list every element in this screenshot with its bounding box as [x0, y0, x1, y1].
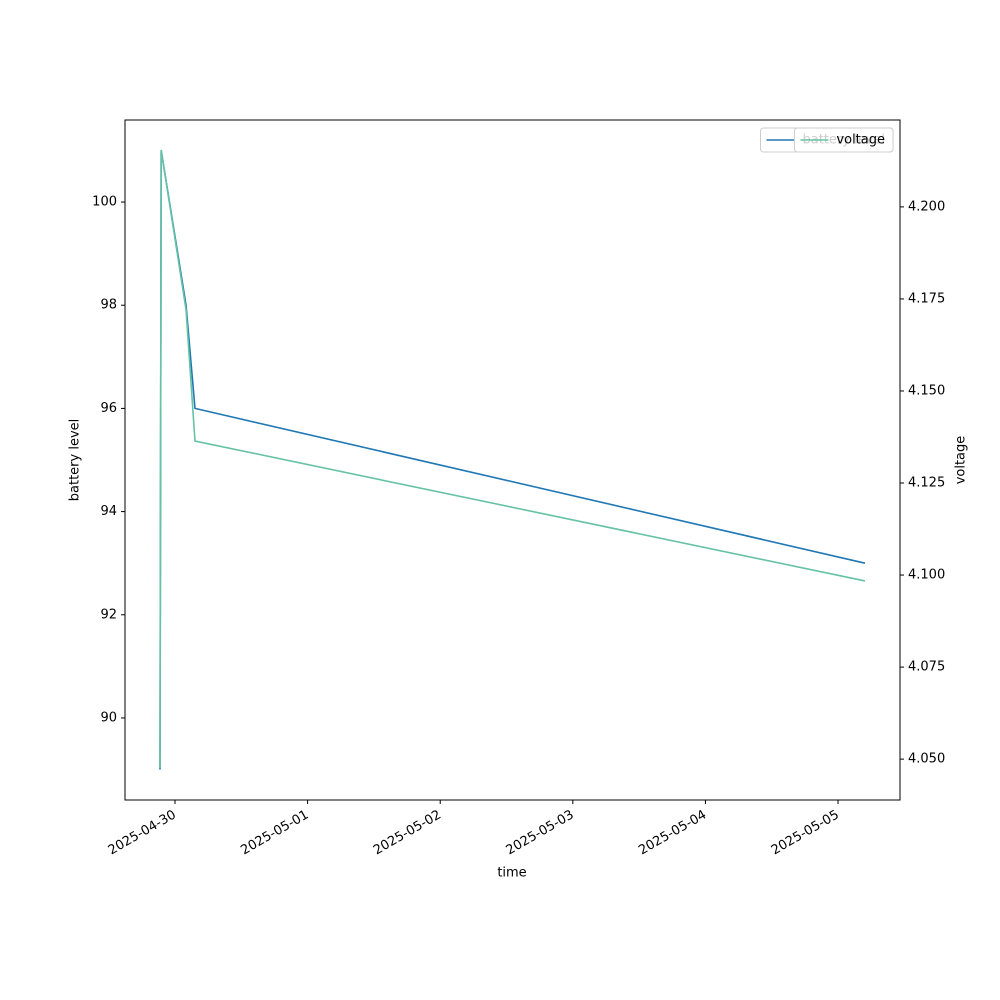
y2-tick-label: 4.100 — [908, 568, 945, 583]
plot-frame — [124, 119, 901, 801]
legend-box — [793, 127, 894, 153]
y2-axis-label: voltage — [954, 436, 969, 485]
series-line — [159, 149, 866, 768]
y-tick-label: 94 — [100, 504, 117, 519]
y2-tick-label: 4.150 — [908, 383, 945, 398]
y2-tick-label: 4.125 — [908, 476, 945, 491]
y2-tick-label: 4.075 — [908, 660, 945, 675]
y-tick-label: 92 — [100, 607, 117, 622]
legend: voltage — [793, 127, 894, 153]
y-tick-label: 98 — [100, 298, 117, 313]
x-axis-label: time — [497, 866, 526, 881]
y2-tick-label: 4.050 — [908, 752, 945, 767]
y-axis-label: battery level — [68, 419, 83, 502]
y2-tick-label: 4.175 — [908, 291, 945, 306]
y-tick-label: 100 — [92, 195, 117, 210]
legend-label: voltage — [836, 133, 885, 148]
y-tick-label: 90 — [100, 710, 117, 725]
y-tick-label: 96 — [100, 401, 117, 416]
y2-tick-label: 4.200 — [908, 199, 945, 214]
